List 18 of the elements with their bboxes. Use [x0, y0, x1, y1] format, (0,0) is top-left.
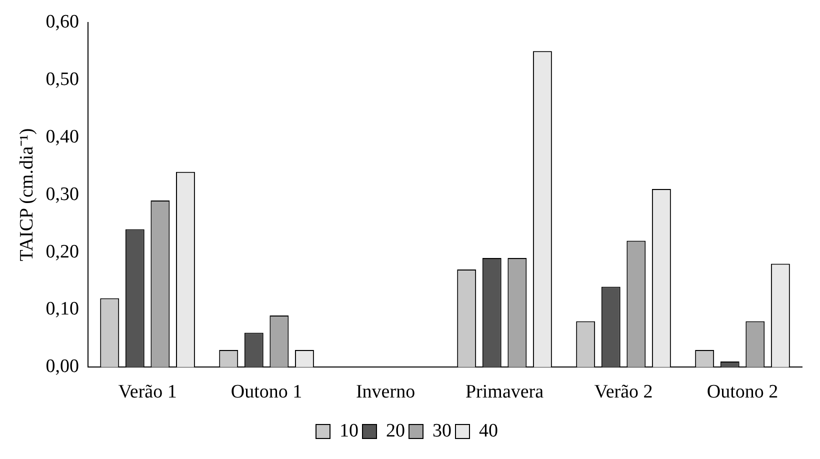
x-tick-label: Inverno — [356, 382, 416, 403]
x-tick-label: Primavera — [465, 382, 544, 403]
x-tick-label: Outono 1 — [230, 382, 302, 403]
y-tick-label: 0,20 — [46, 241, 80, 262]
x-tick-label: Verão 1 — [118, 382, 177, 403]
y-tick-label: 0,50 — [46, 68, 80, 90]
legend-label: 30 — [432, 420, 452, 442]
y-axis-title: TAICP (cm.dia⁻¹) — [16, 128, 38, 262]
y-tick-label: 0,10 — [46, 298, 80, 320]
y-tick-label: 0,40 — [46, 126, 80, 148]
legend-label: 40 — [479, 420, 498, 442]
x-tick-label: Verão 2 — [594, 382, 653, 403]
x-tick-label: Outono 2 — [706, 382, 778, 403]
y-tick-label: 0,30 — [46, 184, 80, 205]
y-tick-label: 0,60 — [46, 11, 80, 32]
legend-label: 20 — [386, 420, 405, 442]
y-tick-label: 0,00 — [46, 356, 80, 378]
legend-label: 10 — [340, 420, 358, 442]
